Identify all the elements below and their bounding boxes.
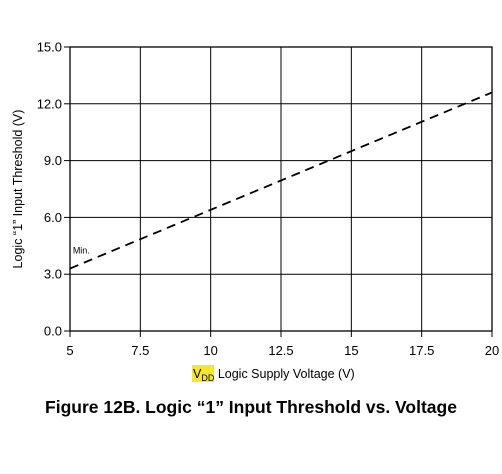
y-tick-label: 9.0: [44, 153, 62, 168]
x-tick-label: 17.5: [409, 343, 434, 358]
x-axis-title-subscript: DD: [201, 373, 214, 383]
y-tick-label: 12.0: [37, 96, 62, 111]
x-tick-label: 12.5: [268, 343, 293, 358]
chart: 0.03.06.09.012.015.0 5 7.5 10 12.5 15 17.5 20 …: [11, 40, 499, 384]
y-tick-label: 15.0: [37, 40, 62, 55]
x-tick-label: 5: [66, 343, 73, 358]
x-tick-label: 15: [344, 343, 358, 358]
figure-caption: Figure 12B. Logic “1” Input Threshold vs…: [45, 397, 457, 417]
y-tick-label: 0.0: [44, 324, 62, 339]
x-axis-title-main: V: [193, 367, 202, 381]
x-tick-label: 20: [485, 343, 499, 358]
annotation-layer: Min.: [73, 245, 90, 255]
x-axis-title: VDD Logic Supply Voltage (V): [193, 367, 355, 383]
series-line: [69, 91, 493, 270]
x-axis-ticks: 5 7.5 10 12.5 15 17.5 20: [66, 331, 499, 358]
x-tick-label: 10: [203, 343, 217, 358]
x-axis-title-rest: Logic Supply Voltage (V): [214, 367, 354, 381]
y-tick-label: 6.0: [44, 210, 62, 225]
x-axis-title-highlight: [192, 365, 214, 382]
series-layer: [69, 91, 493, 270]
y-tick-label: 3.0: [44, 267, 62, 282]
y-axis-ticks: 0.0 3.0 6.0 9.0 12.0 15.0: [37, 40, 70, 339]
annotation-label: Min.: [73, 245, 90, 255]
y-axis-title: Logic “1” Input Threshold (V): [11, 110, 25, 269]
x-tick-label: 7.5: [131, 343, 149, 358]
